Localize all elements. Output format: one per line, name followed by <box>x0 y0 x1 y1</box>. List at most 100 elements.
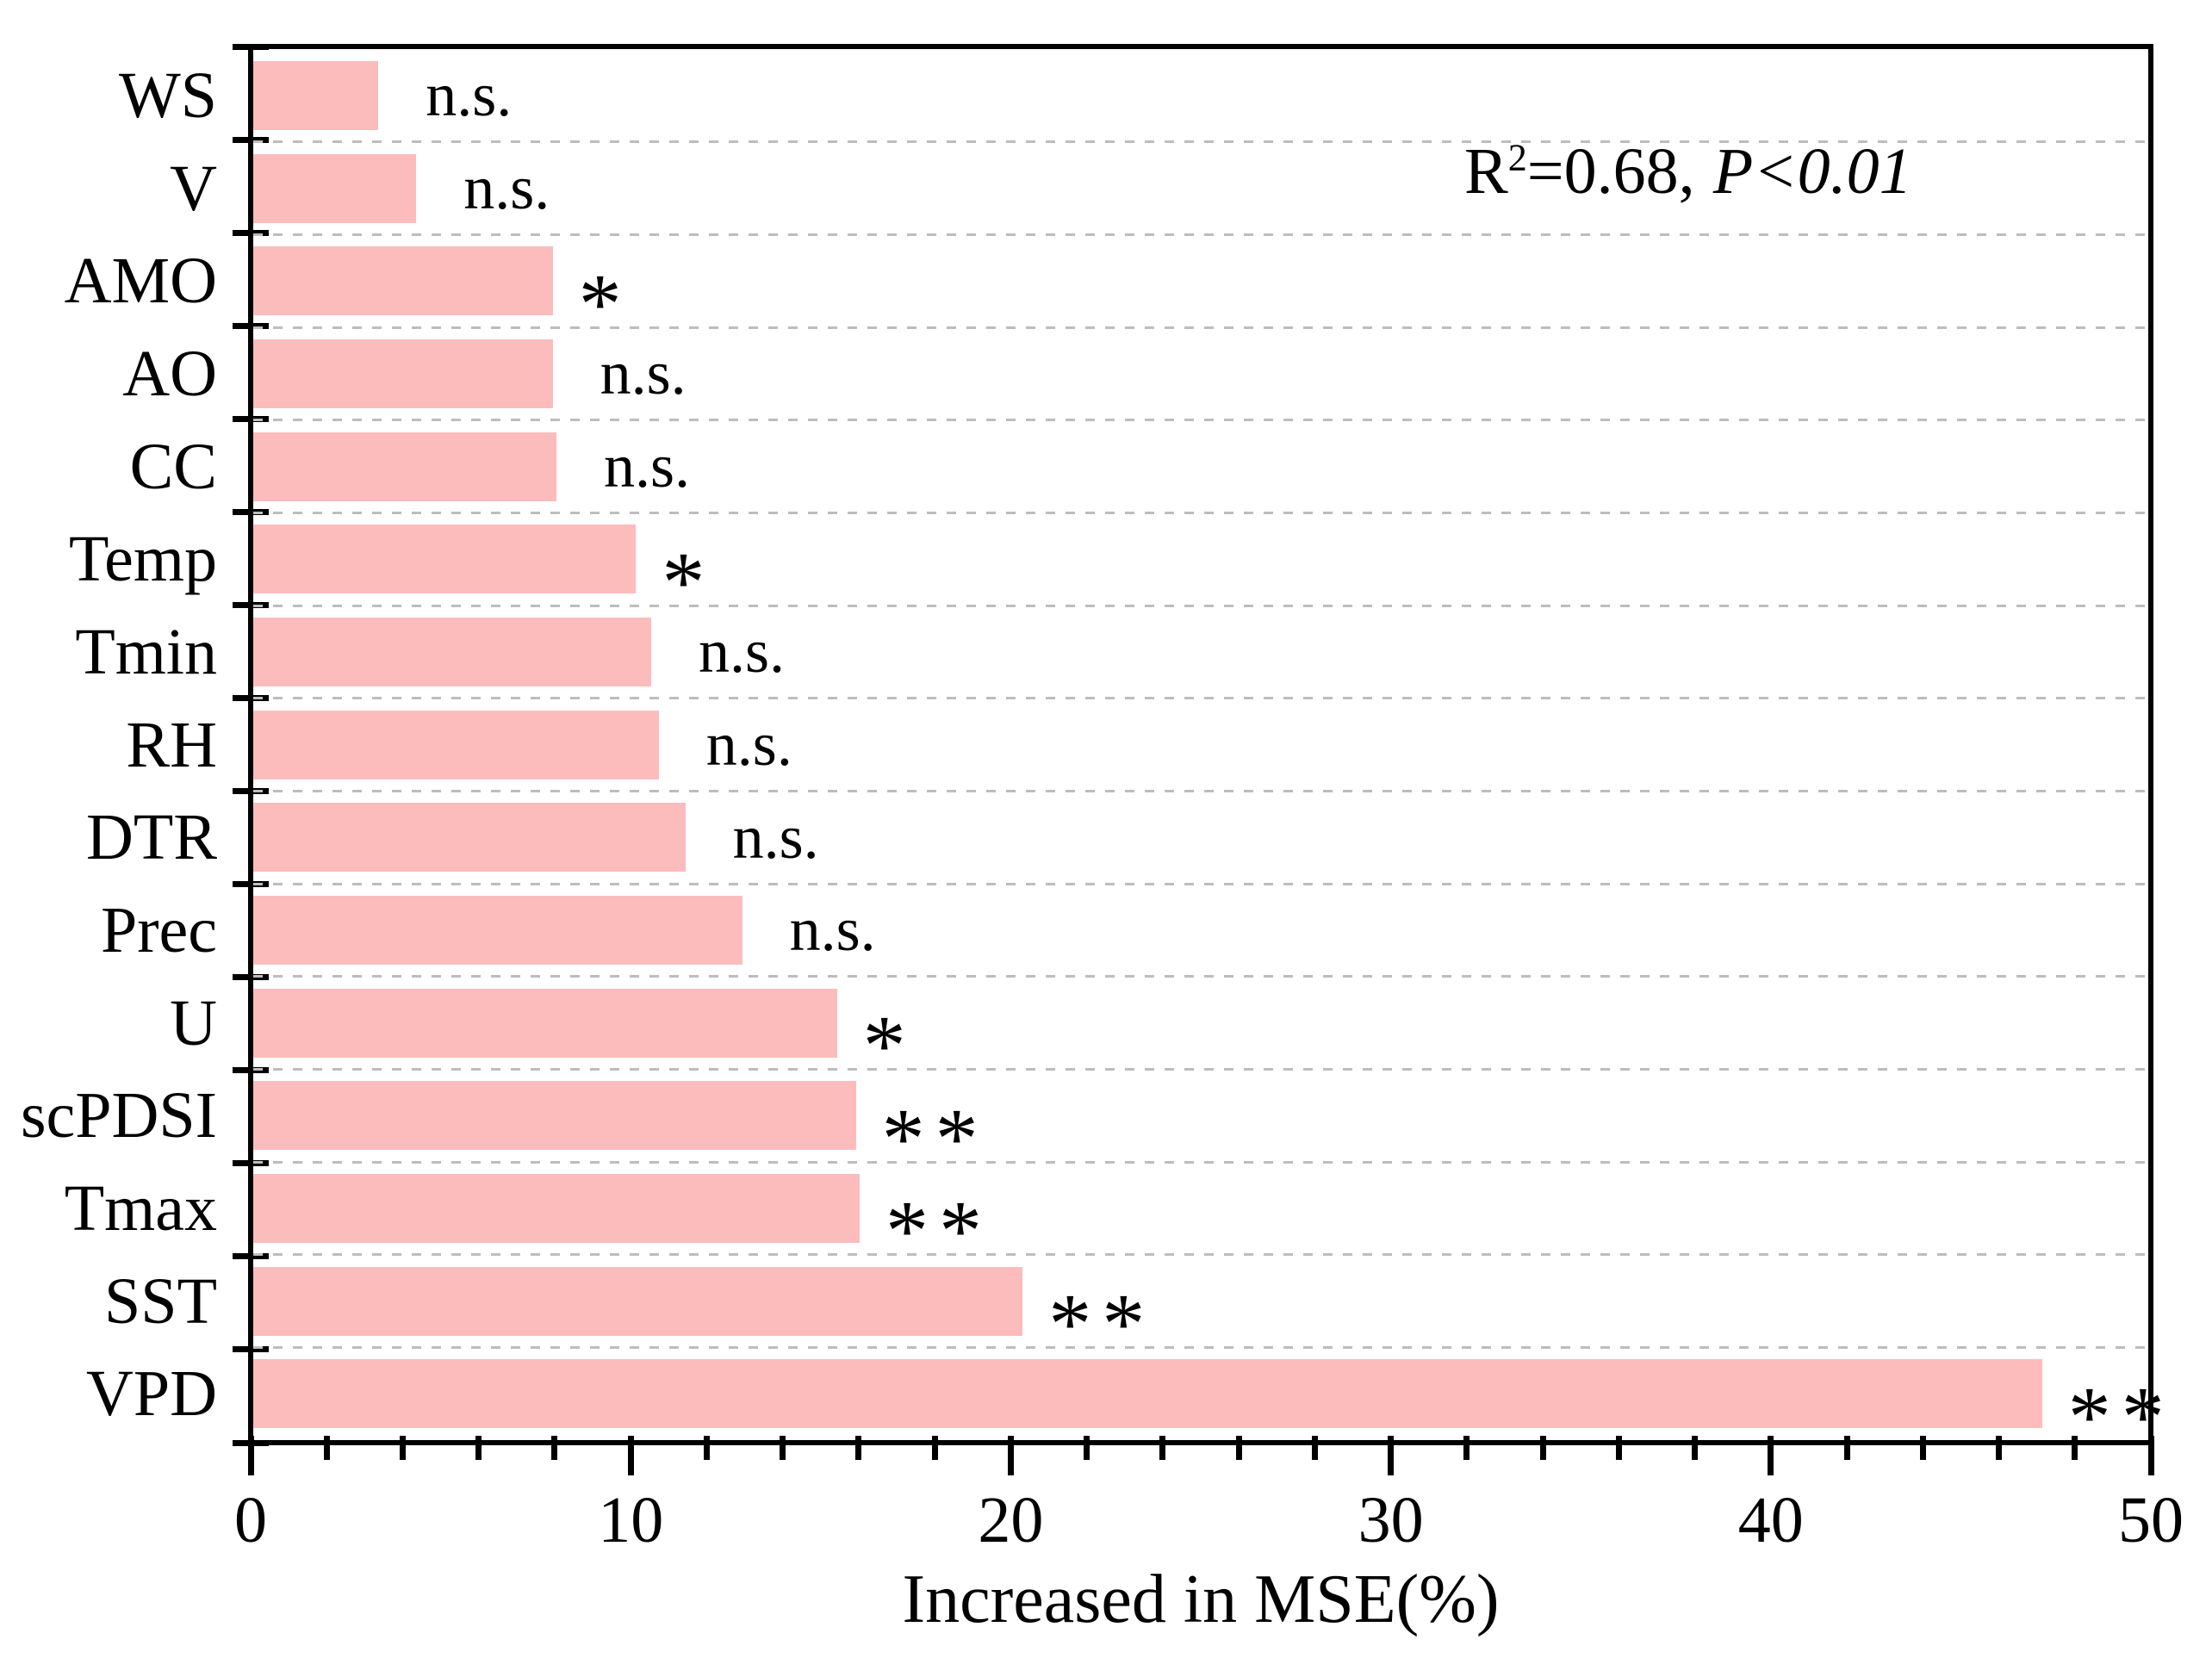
bar-scpdsi <box>253 1081 856 1151</box>
x-axis-title: Increased in MSE(%) <box>902 1562 1500 1637</box>
x-tick-major <box>1768 1436 1774 1475</box>
y-tick <box>233 229 269 236</box>
gridline <box>253 882 2148 885</box>
gridline <box>253 326 2148 329</box>
y-tick <box>233 322 269 329</box>
bar-ws <box>253 60 379 130</box>
significance-label: n.s. <box>426 60 513 130</box>
significance-label: * <box>863 977 916 1093</box>
gridline <box>253 1345 2148 1349</box>
y-tick <box>233 136 269 143</box>
bar-rh <box>253 710 659 779</box>
y-category-label-u: U <box>170 986 217 1059</box>
bar-tmax <box>253 1173 860 1243</box>
x-tick-minor <box>1843 1436 1850 1460</box>
y-category-label-scpdsi: scPDSI <box>20 1079 217 1152</box>
y-category-label-tmax: Tmax <box>64 1171 217 1245</box>
y-tick <box>233 1160 269 1167</box>
y-tick <box>233 1253 269 1260</box>
x-tick-major <box>1388 1436 1395 1475</box>
bar-prec <box>253 895 743 965</box>
x-tick-minor <box>1084 1436 1090 1460</box>
x-tick-minor <box>475 1436 482 1460</box>
x-tick-minor <box>1311 1436 1318 1460</box>
x-tick-minor <box>1615 1436 1622 1460</box>
x-tick-label: 0 <box>234 1484 267 1556</box>
x-tick-major <box>627 1436 634 1475</box>
gridline <box>253 1253 2148 1257</box>
r-squared-annotation: R2=0.68, P<0.01 <box>1464 134 1912 209</box>
annotation-p-value: P<0.01 <box>1712 135 1912 208</box>
y-tick <box>233 415 269 422</box>
gridline <box>253 1160 2148 1164</box>
x-tick-minor <box>323 1436 330 1460</box>
plot-area: n.s. n.s. * n.s. n.s. * n.s. n.s. n.s. n.s. * ** ** *… <box>248 44 2165 1464</box>
y-category-label-sst: SST <box>104 1264 217 1338</box>
x-tick-minor <box>1996 1436 2003 1460</box>
y-category-label-prec: Prec <box>100 893 217 966</box>
x-tick-minor <box>1235 1436 1242 1460</box>
gridline <box>253 604 2148 607</box>
x-tick-label: 30 <box>1358 1484 1424 1556</box>
x-tick-minor <box>1159 1436 1166 1460</box>
plot-inner: n.s. n.s. * n.s. n.s. * n.s. n.s. n.s. n.s. * ** ** *… <box>253 49 2165 1464</box>
annotation-r: R <box>1464 135 1508 208</box>
gridline <box>253 419 2148 422</box>
y-category-label-tmin: Tmin <box>75 615 217 688</box>
y-tick <box>233 881 269 888</box>
x-tick-minor <box>780 1436 786 1460</box>
y-category-label-rh: RH <box>126 708 217 781</box>
y-category-label-dtr: DTR <box>86 801 217 874</box>
bar-temp <box>253 525 637 594</box>
significance-label: n.s. <box>604 431 691 500</box>
x-tick-minor <box>551 1436 558 1460</box>
y-category-label-ao: AO <box>122 337 217 410</box>
annotation-r2-value: =0.68, <box>1526 135 1695 208</box>
asterisk-marker: ** <box>2067 1368 2175 1464</box>
y-tick <box>233 788 269 795</box>
y-category-label-temp: Temp <box>69 523 217 596</box>
bar-ao <box>253 338 553 408</box>
x-tick-major <box>1007 1436 1014 1475</box>
annotation-r-exponent: 2 <box>1507 136 1527 179</box>
bar-u <box>253 988 837 1058</box>
asterisk-marker: * <box>662 533 716 630</box>
y-tick <box>233 694 269 701</box>
gridline <box>253 233 2148 236</box>
y-tick <box>233 508 269 515</box>
bar-tmin <box>253 617 651 686</box>
significance-label: n.s. <box>789 895 876 965</box>
significance-label: * <box>662 512 715 630</box>
x-tick-minor <box>1539 1436 1546 1460</box>
significance-label: n.s. <box>699 617 786 686</box>
gridline <box>253 1067 2148 1071</box>
x-tick-minor <box>855 1436 862 1460</box>
asterisk-marker: * <box>862 997 916 1093</box>
gridline <box>253 975 2148 978</box>
bar-cc <box>253 432 556 501</box>
y-category-label-ws: WS <box>119 59 217 132</box>
x-tick-label: 10 <box>598 1484 664 1556</box>
y-category-label-cc: CC <box>129 430 217 503</box>
y-tick <box>233 974 269 981</box>
bar-dtr <box>253 803 686 872</box>
y-tick <box>233 43 269 50</box>
y-category-label-vpd: VPD <box>85 1357 217 1431</box>
significance-label: n.s. <box>705 709 792 779</box>
y-category-label-v: V <box>170 152 217 225</box>
x-tick-minor <box>931 1436 938 1460</box>
x-tick-minor <box>1463 1436 1470 1460</box>
significance-label: ** <box>1048 1255 1155 1371</box>
x-tick-minor <box>1919 1436 1926 1460</box>
significance-label: ** <box>2068 1347 2175 1464</box>
y-tick <box>233 1067 269 1074</box>
significance-label: n.s. <box>600 338 687 408</box>
asterisk-marker: * <box>578 255 632 351</box>
y-tick <box>233 601 269 608</box>
significance-label: n.s. <box>732 802 819 872</box>
bar-sst <box>253 1266 1023 1336</box>
significance-label: ** <box>885 1162 992 1278</box>
significance-label: ** <box>882 1069 989 1186</box>
x-tick-minor <box>2072 1436 2078 1460</box>
